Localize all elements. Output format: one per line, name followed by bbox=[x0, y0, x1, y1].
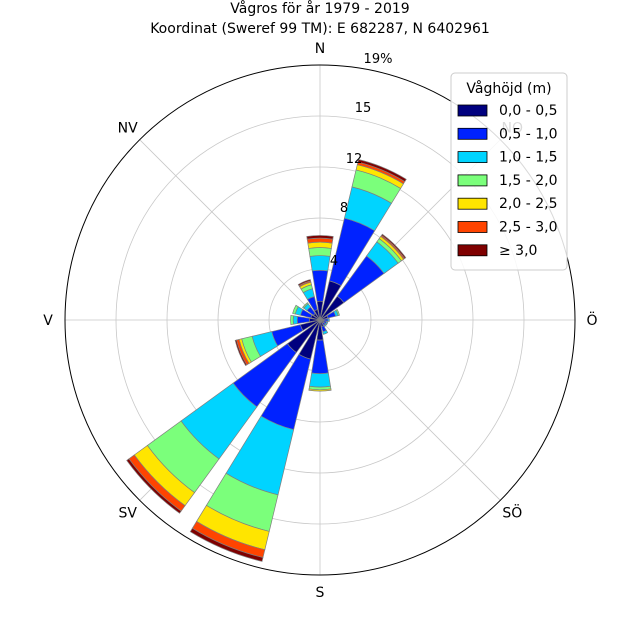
rose-bar-segment bbox=[327, 318, 330, 322]
rose-bar-segment bbox=[325, 321, 329, 325]
rose-bar-segment bbox=[323, 323, 327, 327]
rose-bars bbox=[126, 159, 407, 562]
legend: Våghöjd (m) 0,0 - 0,5 0,5 - 1,0 1,0 - 1,5 1… bbox=[450, 72, 568, 271]
legend-frame bbox=[450, 72, 568, 271]
rose-bar-segment bbox=[357, 159, 407, 183]
direction-label: N bbox=[315, 41, 325, 57]
legend-swatch bbox=[457, 197, 488, 210]
direction-label: SÖ bbox=[502, 503, 522, 521]
rose-bar-segment bbox=[126, 458, 182, 514]
rose-bar-segment bbox=[189, 527, 264, 562]
rose-bar-segment bbox=[307, 241, 333, 249]
ring-tick-label: 19% bbox=[364, 52, 393, 67]
rose-bar-segment bbox=[302, 302, 309, 309]
direction-label: S bbox=[316, 585, 325, 601]
legend-swatch bbox=[457, 221, 488, 233]
legend-entries: 0,0 - 0,5 0,5 - 1,0 1,0 - 1,5 1,5 - 2,0 2,0 … bbox=[457, 103, 557, 259]
rose-bar-segment bbox=[290, 314, 294, 326]
legend-swatch bbox=[457, 174, 488, 187]
direction-label: V bbox=[43, 313, 53, 329]
ring-tick-label: 8 bbox=[340, 201, 348, 216]
grid-ring bbox=[166, 166, 474, 474]
ring-labels: 4 8 12 15 19% bbox=[330, 52, 393, 269]
rose-bar-segment bbox=[306, 235, 334, 240]
legend-swatch bbox=[457, 244, 488, 257]
spoke-line bbox=[319, 319, 501, 501]
rose-bar-segment bbox=[322, 329, 329, 335]
direction-label: NV bbox=[118, 121, 138, 137]
rose-bar-segment bbox=[309, 372, 331, 388]
grid-ring bbox=[115, 115, 525, 525]
legend-label: ≥ 3,0 bbox=[499, 243, 537, 259]
legend-label: 2,5 - 3,0 bbox=[499, 220, 557, 236]
legend-label: 1,0 - 1,5 bbox=[499, 150, 557, 166]
legend-label: 0,0 - 0,5 bbox=[499, 103, 557, 119]
rose-bar-segment bbox=[292, 304, 299, 315]
grid-ring bbox=[217, 217, 423, 423]
rose-bar-segment bbox=[335, 308, 341, 317]
legend-swatch bbox=[457, 151, 488, 164]
legend-title: Våghöjd (m) bbox=[466, 80, 551, 97]
rose-bar-segment bbox=[297, 279, 312, 287]
direction-label: SV bbox=[118, 505, 137, 521]
ring-tick-label: 12 bbox=[346, 152, 363, 167]
rose-bar-segment bbox=[308, 388, 332, 392]
legend-label: 2,0 - 2,5 bbox=[499, 196, 557, 212]
direction-label: Ö bbox=[586, 311, 597, 329]
ring-tick-label: 4 bbox=[330, 254, 338, 269]
ring-tick-label: 15 bbox=[355, 101, 372, 116]
spoke-line bbox=[139, 139, 321, 321]
rose-bar-segment bbox=[292, 315, 298, 325]
outer-ring bbox=[64, 64, 576, 576]
rose-bar-segment bbox=[296, 316, 310, 324]
legend-swatch bbox=[457, 104, 488, 117]
rose-bar-segment bbox=[381, 233, 407, 259]
chart-subtitle: Koordinat (Sweref 99 TM): E 682287, N 64… bbox=[150, 21, 490, 37]
legend-label: 1,5 - 2,0 bbox=[499, 173, 557, 189]
legend-label: 0,5 - 1,0 bbox=[499, 126, 557, 142]
legend-swatch bbox=[457, 127, 488, 140]
chart-title: Vågros för år 1979 - 2019 bbox=[230, 0, 409, 17]
rose-bar-segment bbox=[309, 255, 331, 272]
rose-bar-segment bbox=[308, 247, 332, 257]
rose-bar-segment bbox=[234, 339, 248, 367]
